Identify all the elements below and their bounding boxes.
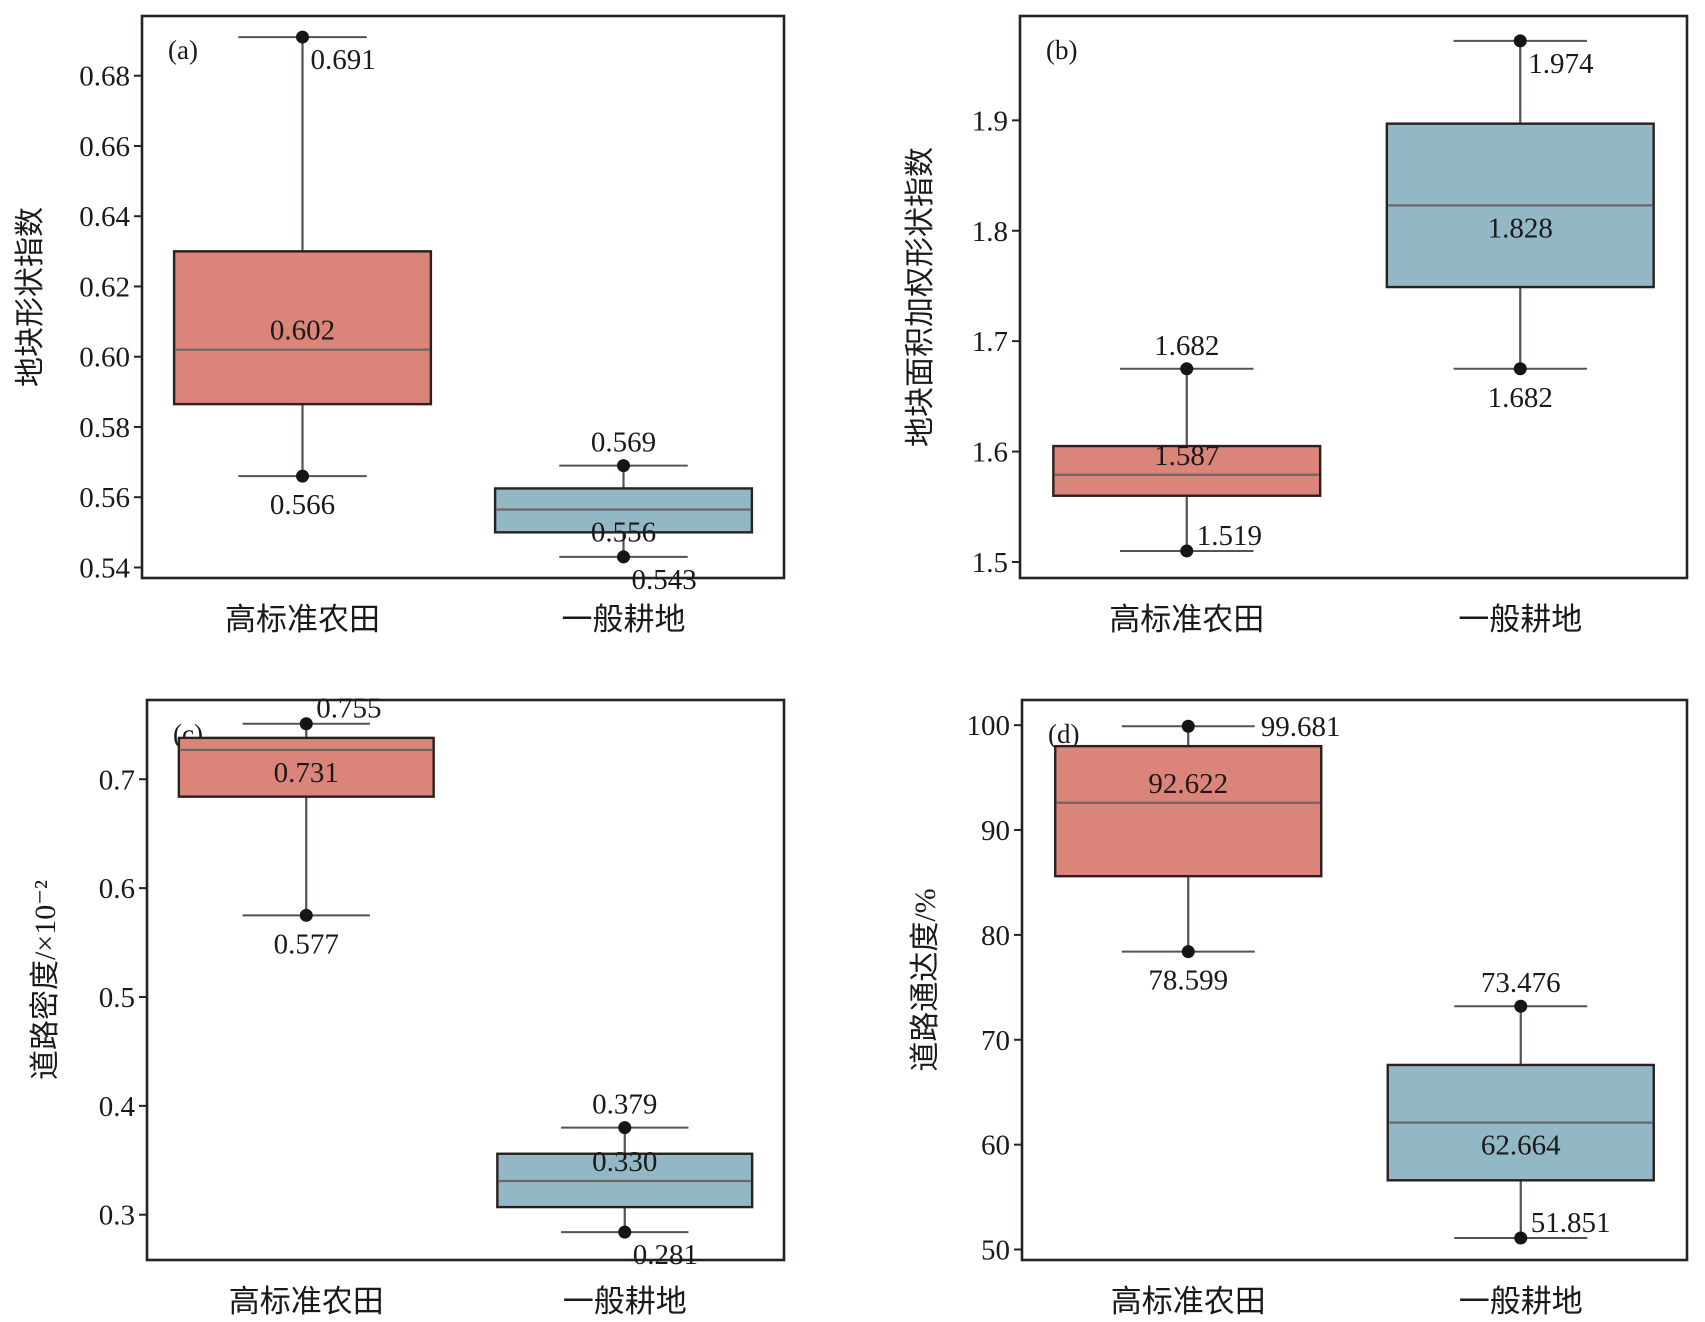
y-axis-title: 道路密度/×10⁻² xyxy=(29,880,62,1080)
y-tick-label: 1.8 xyxy=(972,216,1008,248)
x-category-label: 高标准农田 xyxy=(1109,602,1264,637)
iqr-box xyxy=(1052,444,1322,497)
box-high-standard-farmland: 0.755 0.731 0.577 xyxy=(177,693,435,960)
median-value-label: 0.330 xyxy=(592,1146,657,1178)
min-value-label: 1.682 xyxy=(1488,382,1553,414)
min-point xyxy=(299,908,313,922)
min-point xyxy=(296,469,309,483)
median-value-label: 1.828 xyxy=(1488,212,1553,244)
max-value-label: 0.691 xyxy=(311,44,376,76)
max-point xyxy=(1181,719,1195,733)
x-category-label: 一般耕地 xyxy=(563,1284,687,1319)
median-value-label: 0.731 xyxy=(274,757,339,789)
box-high-standard-farmland: 1.682 1.587 1.519 xyxy=(1052,330,1322,558)
y-axis-title: 地块形状指数 xyxy=(14,207,47,387)
min-point xyxy=(1180,544,1194,558)
max-value-label: 1.682 xyxy=(1154,330,1219,362)
panel-a: 0.54 0.56 0.58 0.60 0.62 0.64 0.66 0.68 地块形状指数 (a… xyxy=(14,14,786,637)
max-value-label: 0.755 xyxy=(316,693,381,725)
x-category-label: 高标准农田 xyxy=(229,1284,384,1319)
y-tick-label: 60 xyxy=(981,1130,1010,1162)
median-value-label: 0.602 xyxy=(270,315,335,347)
max-point xyxy=(617,459,630,473)
median-value-label: 1.587 xyxy=(1154,440,1219,472)
y-tick-label: 100 xyxy=(967,710,1011,742)
max-value-label: 0.379 xyxy=(592,1089,657,1121)
median-value-label: 0.556 xyxy=(591,517,656,549)
max-value-label: 73.476 xyxy=(1481,967,1561,999)
y-tick-label: 80 xyxy=(981,920,1010,952)
box-general-cropland: 0.379 0.330 0.281 xyxy=(496,1089,754,1271)
max-value-label: 99.681 xyxy=(1261,711,1341,743)
min-value-label: 78.599 xyxy=(1148,965,1228,997)
y-axis-title: 地块面积加权形状指数 xyxy=(904,147,937,447)
y-tick-label: 0.54 xyxy=(79,552,130,584)
min-point xyxy=(618,1225,632,1239)
panel-d: 50 60 70 80 90 100 道路通达度/% (d) 99.681 92.622 78.59… xyxy=(909,698,1689,1319)
y-tick-label: 0.5 xyxy=(99,982,135,1014)
box-high-standard-farmland: 99.681 92.622 78.599 xyxy=(1054,711,1341,997)
min-point xyxy=(1513,362,1527,376)
y-tick-label: 70 xyxy=(981,1025,1010,1057)
median-value-label: 92.622 xyxy=(1148,768,1228,800)
y-tick-label: 0.56 xyxy=(79,482,130,514)
median-value-label: 62.664 xyxy=(1481,1130,1561,1162)
x-category-label: 一般耕地 xyxy=(562,602,686,637)
min-value-label: 0.577 xyxy=(274,928,339,960)
y-tick-label: 0.6 xyxy=(99,873,135,905)
min-value-label: 0.543 xyxy=(632,564,697,596)
max-point xyxy=(1180,362,1194,376)
max-value-label: 0.569 xyxy=(591,427,656,459)
min-value-label: 51.851 xyxy=(1531,1207,1611,1239)
y-tick-label: 0.4 xyxy=(99,1091,136,1123)
min-value-label: 0.281 xyxy=(633,1239,698,1271)
min-value-label: 1.519 xyxy=(1197,520,1262,552)
iqr-box xyxy=(177,736,435,798)
max-point xyxy=(1513,34,1527,48)
y-tick-label: 90 xyxy=(981,815,1010,847)
y-tick-label: 0.60 xyxy=(79,342,130,374)
max-point xyxy=(299,717,313,731)
y-tick-label: 0.66 xyxy=(79,131,130,163)
x-category-label: 一般耕地 xyxy=(1459,1284,1583,1319)
y-tick-label: 1.5 xyxy=(972,547,1008,579)
box-general-cropland: 1.974 1.828 1.682 xyxy=(1385,34,1655,414)
y-tick-label: 0.68 xyxy=(79,61,130,93)
min-point xyxy=(1181,945,1195,959)
max-point xyxy=(1514,999,1528,1013)
y-axis-title: 道路通达度/% xyxy=(909,888,942,1071)
max-value-label: 1.974 xyxy=(1528,48,1594,80)
y-tick-label: 1.7 xyxy=(972,326,1008,358)
iqr-box xyxy=(1054,744,1323,878)
box-high-standard-farmland: 0.691 0.602 0.566 xyxy=(172,30,433,521)
panel-c: 0.30.40.50.60.7道路密度/×10⁻²(c)0.7550.7310.… xyxy=(29,693,786,1319)
min-point xyxy=(617,550,630,564)
min-value-label: 0.566 xyxy=(270,489,335,521)
panel-tag: (b) xyxy=(1046,35,1077,65)
iqr-box xyxy=(172,250,433,406)
box-general-cropland: 73.476 62.664 51.851 xyxy=(1386,967,1655,1245)
max-point xyxy=(618,1121,632,1135)
x-category-label: 高标准农田 xyxy=(1111,1284,1266,1319)
box-general-cropland: 0.569 0.556 0.543 xyxy=(493,427,754,596)
x-category-label: 一般耕地 xyxy=(1458,602,1582,637)
y-tick-label: 1.9 xyxy=(972,105,1008,137)
y-tick-label: 0.7 xyxy=(99,764,135,796)
y-tick-label: 0.3 xyxy=(99,1200,135,1232)
min-point xyxy=(1514,1231,1528,1245)
y-tick-label: 0.58 xyxy=(79,412,130,444)
y-tick-label: 1.6 xyxy=(972,437,1008,469)
y-tick-label: 0.62 xyxy=(79,271,130,303)
y-tick-label: 50 xyxy=(981,1235,1010,1267)
max-point xyxy=(296,30,309,44)
panel-b: 1.51.61.71.81.9地块面积加权形状指数(b)1.6821.5871.… xyxy=(904,14,1689,637)
panel-tag: (d) xyxy=(1048,719,1079,749)
panel-tag: (a) xyxy=(168,35,198,65)
x-category-label: 高标准农田 xyxy=(225,602,380,637)
y-tick-label: 0.64 xyxy=(79,201,130,233)
